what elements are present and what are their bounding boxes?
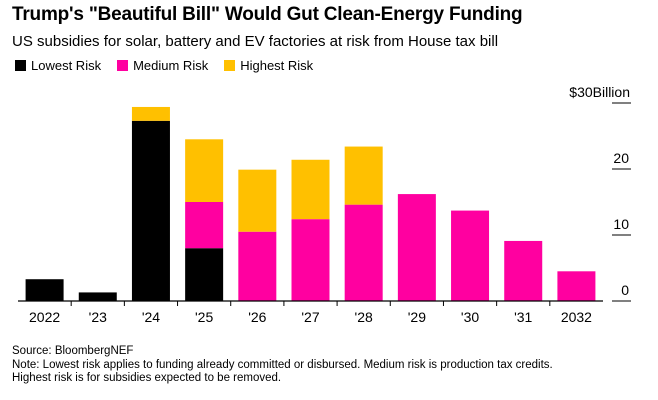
bar-medium-risk-10 (557, 271, 596, 301)
x-tick-label-9: '31 (514, 309, 532, 325)
bar-lowest-risk-2 (131, 120, 170, 301)
legend-item-lowest-risk: Lowest Risk (15, 58, 101, 73)
legend-label-highest-risk: Highest Risk (240, 58, 314, 73)
chart-title: Trump's "Beautiful Bill" Would Gut Clean… (12, 4, 523, 25)
source-note: Source: BloombergNEF (12, 345, 134, 357)
bar-lowest-risk-1 (78, 292, 117, 301)
bar-medium-risk-4 (238, 231, 277, 301)
x-tick-label-4: '26 (248, 309, 266, 325)
bar-medium-risk-9 (504, 240, 543, 301)
bar-lowest-risk-0 (25, 279, 64, 301)
x-tick-label-7: '29 (408, 309, 426, 325)
legend-label-medium-risk: Medium Risk (133, 58, 209, 73)
x-tick-label-10: 2032 (561, 309, 592, 325)
bar-medium-risk-3 (185, 202, 224, 249)
bar-medium-risk-8 (451, 210, 490, 301)
x-tick-label-3: '25 (195, 309, 213, 325)
legend-swatch-medium-risk (117, 60, 129, 71)
legend-label-lowest-risk: Lowest Risk (31, 58, 102, 73)
x-tick-label-5: '27 (301, 309, 319, 325)
x-tick-label-0: 2022 (29, 309, 60, 325)
legend-swatch-highest-risk (224, 60, 236, 71)
legend-swatch-lowest-risk (15, 60, 26, 71)
x-tick-label-6: '28 (355, 309, 373, 325)
y-tick-label-0: 0 (621, 282, 629, 298)
x-tick-label-1: '23 (89, 309, 107, 325)
bar-lowest-risk-3 (185, 248, 224, 301)
chart-footer: Source: BloombergNEF Note: Lowest risk a… (12, 345, 648, 386)
chart-legend: Lowest Risk Medium Risk Highest Risk (15, 58, 329, 73)
note-line-2: Highest risk is for subsidies expected t… (12, 372, 282, 384)
bar-medium-risk-7 (397, 194, 436, 301)
bar-highest-risk-6 (344, 146, 383, 205)
y-tick-label-2: 20 (613, 150, 629, 166)
y-tick-label-3: $30Billion (569, 84, 630, 100)
bar-medium-risk-5 (291, 219, 330, 301)
bar-medium-risk-6 (344, 204, 383, 301)
x-tick-label-8: '30 (461, 309, 479, 325)
chart-subtitle: US subsidies for solar, battery and EV f… (12, 33, 499, 50)
note-line-1: Note: Lowest risk applies to funding alr… (12, 358, 553, 371)
bar-highest-risk-2 (131, 106, 170, 121)
legend-item-highest-risk: Highest Risk (224, 58, 313, 73)
bar-highest-risk-5 (291, 159, 330, 220)
legend-item-medium-risk: Medium Risk (117, 58, 208, 73)
x-tick-label-2: '24 (142, 309, 160, 325)
y-tick-label-1: 10 (613, 216, 629, 232)
bar-highest-risk-3 (185, 139, 224, 202)
bar-highest-risk-4 (238, 169, 277, 232)
